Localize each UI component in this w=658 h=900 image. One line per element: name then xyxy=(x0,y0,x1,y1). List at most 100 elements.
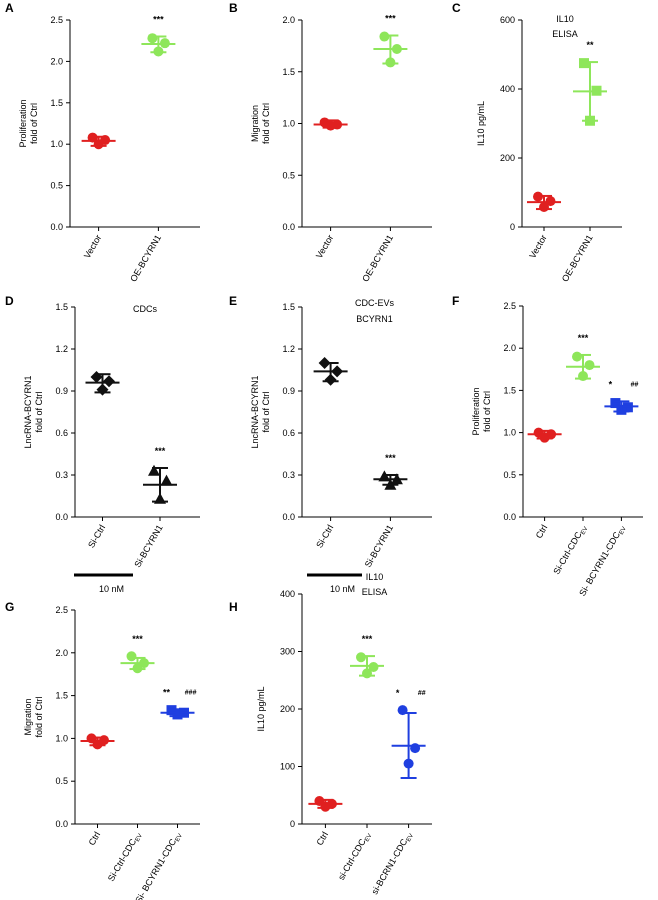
y-tick-label: 0 xyxy=(510,222,515,232)
group-0: Vector xyxy=(527,191,561,260)
y-tick-label: 1.5 xyxy=(282,302,295,312)
significance-mark: * xyxy=(396,688,400,698)
y-axis-label: LncRNA-BCYRN1 xyxy=(23,375,33,448)
y-tick-label: 1.0 xyxy=(55,733,68,743)
data-point xyxy=(545,196,556,207)
y-tick-label: 0.6 xyxy=(55,428,68,438)
y-axis-label: IL10 pg/mL xyxy=(256,686,266,731)
y-tick-label: 1.5 xyxy=(55,302,68,312)
chart-title: CDCs xyxy=(133,304,157,314)
y-tick-label: 0.9 xyxy=(55,386,68,396)
y-axis-label: fold of Ctrl xyxy=(34,696,44,737)
x-tick-label: OE-BCYRN1 xyxy=(360,233,395,283)
y-tick-label: 0.0 xyxy=(503,512,516,522)
chart-title: ELISA xyxy=(552,29,578,39)
y-axis-label: Proliferation xyxy=(18,99,28,147)
data-point xyxy=(103,375,115,388)
significance-mark: *** xyxy=(132,634,143,644)
group-1: Si-BCYRN1 *** xyxy=(363,453,408,569)
x-tick-label: Si-Ctrl-CDCEV xyxy=(551,523,589,577)
group-2: Si- BCYRN1-CDCEV* ## xyxy=(577,379,639,598)
y-axis-label: Migration xyxy=(250,105,260,142)
data-point xyxy=(90,371,103,383)
y-tick-label: 0 xyxy=(290,819,295,829)
y-tick-label: 200 xyxy=(280,704,295,714)
data-point xyxy=(356,652,366,663)
group-0: Si-Ctrl xyxy=(313,357,348,550)
y-axis-label: IL10 pg/mL xyxy=(476,101,486,146)
x-tick-label: Si-BCYRN1 xyxy=(363,523,395,569)
x-tick-label: si-Ctrl-CDCEV xyxy=(336,830,373,883)
scale-label: 10 nM xyxy=(330,584,355,594)
chart-title: BCYRN1 xyxy=(356,314,393,324)
data-point xyxy=(610,398,621,409)
y-tick-label: 0.0 xyxy=(55,819,68,829)
y-tick-label: 1.5 xyxy=(503,385,516,395)
significance-hash: ### xyxy=(185,689,197,696)
significance-mark: *** xyxy=(385,14,396,24)
panel-F: F 0.0 0.5 1.0 1.5 2.0 2.5 Proliferation fold of … xyxy=(452,294,643,598)
y-tick-label: 0.6 xyxy=(282,428,295,438)
y-tick-label: 600 xyxy=(500,15,515,25)
y-tick-label: 300 xyxy=(280,647,295,657)
group-1: Si-Ctrl-CDCEV *** xyxy=(551,333,600,577)
group-1: Si-Ctrl-CDCEV *** xyxy=(106,634,155,883)
panel-letter: B xyxy=(229,1,238,15)
significance-hash: ## xyxy=(418,690,426,697)
panel-letter: D xyxy=(5,294,14,308)
panel-letter: E xyxy=(229,294,237,308)
y-tick-label: 0.5 xyxy=(50,181,63,191)
y-tick-label: 0.0 xyxy=(282,222,295,232)
panel-letter: F xyxy=(452,294,459,308)
x-tick-label: Ctrl xyxy=(314,830,330,847)
data-point xyxy=(579,58,589,69)
y-tick-label: 100 xyxy=(280,762,295,772)
group-0: Vector xyxy=(313,117,348,260)
significance-mark: *** xyxy=(385,453,396,463)
y-tick-label: 400 xyxy=(500,84,515,94)
y-tick-label: 0.5 xyxy=(503,470,516,480)
group-0: Ctrl xyxy=(80,733,115,847)
panel-E: E CDC-EVs BCYRN1 0.0 0.3 0.6 0.9 1.2 1.5 LncRNA-B… xyxy=(229,294,432,594)
y-tick-label: 2.0 xyxy=(282,15,295,25)
data-point xyxy=(147,33,158,44)
y-axis-label: fold of Ctrl xyxy=(29,103,39,144)
y-tick-label: 2.0 xyxy=(50,56,63,66)
chart-title: IL10 xyxy=(556,14,574,24)
group-1: OE-BCYRN1 *** xyxy=(360,14,408,283)
x-tick-label: Vector xyxy=(527,233,548,260)
y-tick-label: 1.2 xyxy=(282,344,295,354)
group-1: OE-BCYRN1 ** xyxy=(560,40,607,283)
y-tick-label: 2.5 xyxy=(50,15,63,25)
significance-hash: ## xyxy=(631,381,639,388)
panel-C: C IL10 ELISA 0 200 400 600 IL10 pg/mL Vector OE-B… xyxy=(452,1,622,283)
data-point xyxy=(379,31,390,42)
y-tick-label: 2.5 xyxy=(503,301,516,311)
group-0: Vector xyxy=(81,132,116,260)
y-tick-label: 1.0 xyxy=(282,119,295,129)
scale-label: 10 nM xyxy=(99,584,124,594)
panel-letter: G xyxy=(5,600,14,614)
y-tick-label: 1.2 xyxy=(55,344,68,354)
y-axis-label: fold of Ctrl xyxy=(261,391,271,432)
y-axis-label: fold of Ctrl xyxy=(34,391,44,432)
y-tick-label: 0.0 xyxy=(50,222,63,232)
x-tick-label: Vector xyxy=(82,233,103,260)
panel-letter: A xyxy=(5,1,14,15)
group-1: OE-BCYRN1 *** xyxy=(128,15,176,283)
y-tick-label: 2.0 xyxy=(503,343,516,353)
y-tick-label: 1.0 xyxy=(50,139,63,149)
panel-G: G 0.0 0.5 1.0 1.5 2.0 2.5 Migration fold of Ctrl… xyxy=(5,600,200,900)
panel-letter: C xyxy=(452,1,461,15)
x-tick-label: OE-BCYRN1 xyxy=(560,233,595,283)
y-tick-label: 0.5 xyxy=(55,776,68,786)
data-point xyxy=(126,651,137,662)
panel-letter: H xyxy=(229,600,238,614)
chart-title: ELISA xyxy=(362,587,388,597)
panel-B: B 0.0 0.5 1.0 1.5 2.0 Migration fold of Ctrl Vec… xyxy=(229,1,432,283)
y-tick-label: 0.9 xyxy=(282,386,295,396)
y-axis-label: Migration xyxy=(23,698,33,735)
y-tick-label: 400 xyxy=(280,589,295,599)
y-tick-label: 1.0 xyxy=(503,428,516,438)
panel-D: D CDCs 0.0 0.3 0.6 0.9 1.2 1.5 LncRNA-BCYRN1 fold… xyxy=(5,294,200,594)
